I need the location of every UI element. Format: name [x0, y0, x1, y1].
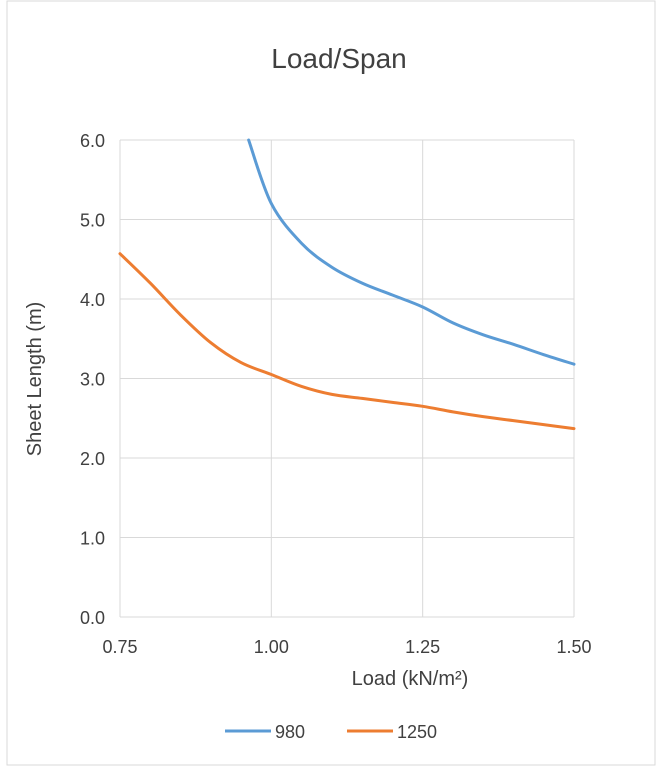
x-tick-label: 1.00 — [254, 637, 289, 657]
series-lines — [118, 138, 576, 431]
grid — [119, 139, 575, 618]
y-tick-label: 5.0 — [80, 211, 105, 231]
y-tick-label: 2.0 — [80, 449, 105, 469]
x-tick-label: 0.75 — [102, 637, 137, 657]
series-line-1250 — [118, 252, 576, 431]
series-line-980 — [247, 138, 576, 366]
x-tick-label: 1.50 — [556, 637, 591, 657]
legend-label-1250: 1250 — [397, 722, 437, 742]
y-tick-label: 3.0 — [80, 370, 105, 390]
x-axis-label: Load (kN/m²) — [352, 668, 469, 690]
y-tick-label: 6.0 — [80, 131, 105, 151]
axes: 0.0 1.0 2.0 3.0 4.0 5.0 6.0 0.75 1.00 1.25 1.50 — [80, 131, 592, 657]
legend: 980 1250 — [225, 722, 437, 742]
chart-title: Load/Span — [271, 43, 406, 74]
y-tick-label: 0.0 — [80, 608, 105, 628]
y-tick-label: 1.0 — [80, 529, 105, 549]
legend-label-980: 980 — [275, 722, 305, 742]
y-tick-label: 4.0 — [80, 290, 105, 310]
y-axis-label: Sheet Length (m) — [24, 302, 46, 457]
chart-border — [6, 0, 656, 766]
x-tick-label: 1.25 — [405, 637, 440, 657]
